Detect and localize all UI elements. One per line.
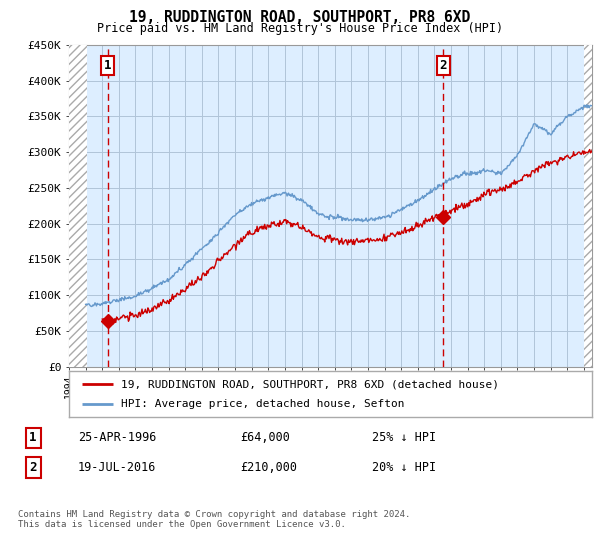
Text: 19-JUL-2016: 19-JUL-2016 bbox=[78, 461, 157, 474]
Text: 25-APR-1996: 25-APR-1996 bbox=[78, 431, 157, 445]
Text: 19, RUDDINGTON ROAD, SOUTHPORT, PR8 6XD (detached house): 19, RUDDINGTON ROAD, SOUTHPORT, PR8 6XD … bbox=[121, 379, 499, 389]
Text: Contains HM Land Registry data © Crown copyright and database right 2024.
This d: Contains HM Land Registry data © Crown c… bbox=[18, 510, 410, 529]
Text: 20% ↓ HPI: 20% ↓ HPI bbox=[372, 461, 436, 474]
Text: 1: 1 bbox=[29, 431, 37, 445]
Text: 2: 2 bbox=[29, 461, 37, 474]
Bar bbox=[69, 45, 87, 367]
Bar bbox=[584, 45, 592, 367]
Text: £64,000: £64,000 bbox=[240, 431, 290, 445]
Text: 19, RUDDINGTON ROAD, SOUTHPORT, PR8 6XD: 19, RUDDINGTON ROAD, SOUTHPORT, PR8 6XD bbox=[130, 10, 470, 25]
Text: 25% ↓ HPI: 25% ↓ HPI bbox=[372, 431, 436, 445]
Text: 2: 2 bbox=[440, 59, 447, 72]
Text: £210,000: £210,000 bbox=[240, 461, 297, 474]
Text: HPI: Average price, detached house, Sefton: HPI: Average price, detached house, Seft… bbox=[121, 399, 405, 409]
Text: Price paid vs. HM Land Registry's House Price Index (HPI): Price paid vs. HM Land Registry's House … bbox=[97, 22, 503, 35]
Text: 1: 1 bbox=[104, 59, 111, 72]
